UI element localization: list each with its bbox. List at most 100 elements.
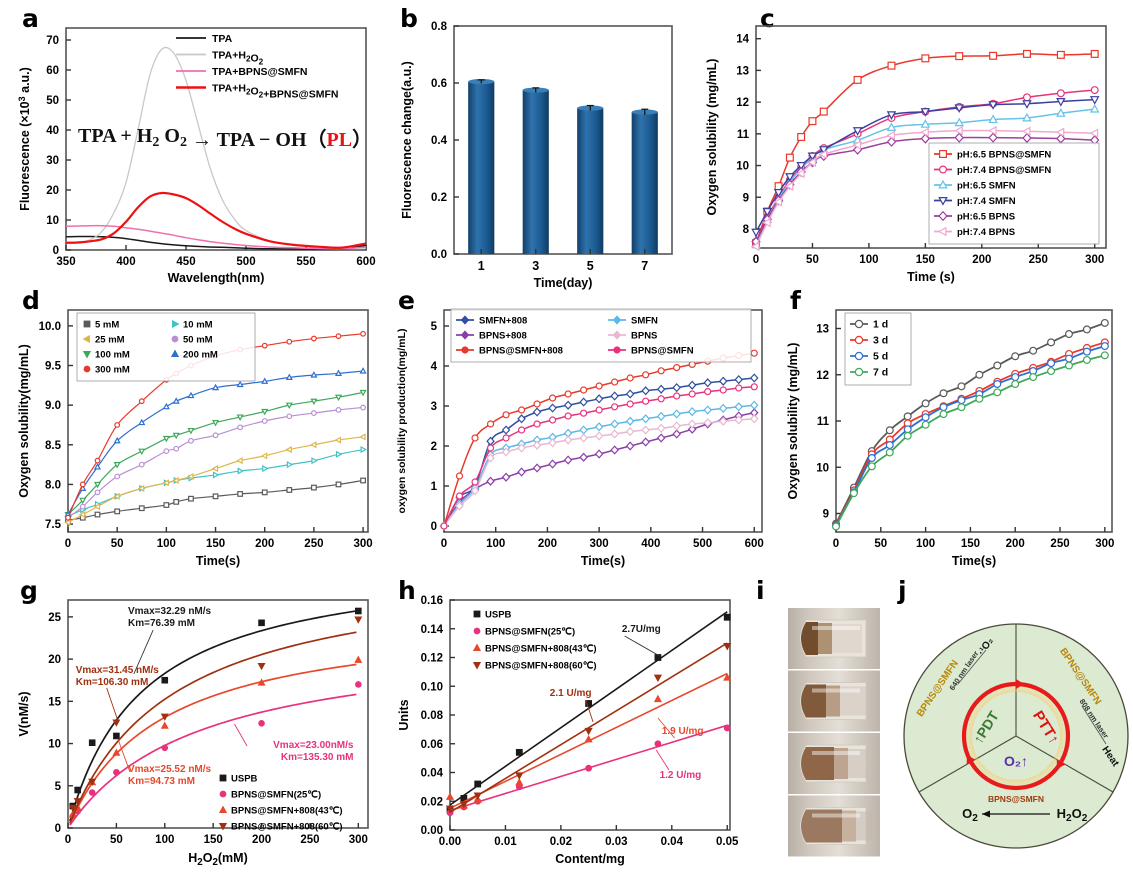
- legend-item[interactable]: 5 mM: [83, 320, 119, 331]
- legend-label: pH:6.5 BPNS@SMFN: [957, 150, 1051, 161]
- legend-item[interactable]: SMFN+808: [456, 315, 527, 327]
- y-tick: 12: [736, 97, 749, 109]
- legend-item[interactable]: 100 mM: [82, 350, 130, 361]
- legend-item[interactable]: BPNS+808: [456, 330, 527, 342]
- data-marker: [641, 414, 650, 424]
- data-marker: [548, 403, 557, 413]
- legend-item[interactable]: pH:7.4 BPNS@SMFN: [934, 165, 1051, 176]
- legend-item[interactable]: 200 mM: [170, 349, 218, 361]
- legend-item[interactable]: USPB: [219, 774, 258, 785]
- x-tick: 600: [745, 538, 764, 550]
- oxygen-product: O2: [962, 806, 978, 824]
- data-marker: [138, 418, 146, 426]
- data-marker: [532, 440, 542, 450]
- data-marker: [445, 805, 455, 813]
- legend-item[interactable]: SMFN: [608, 315, 658, 327]
- data-marker: [1022, 100, 1032, 109]
- panel-label-b: b: [400, 4, 418, 33]
- data-marker: [355, 681, 362, 688]
- data-marker: [610, 429, 619, 439]
- legend-item[interactable]: 3 d: [850, 335, 888, 347]
- data-marker: [687, 424, 697, 434]
- y-tick: 10.0: [39, 321, 61, 333]
- data-marker: [625, 389, 635, 399]
- data-marker: [471, 478, 479, 486]
- data-marker: [138, 448, 146, 456]
- legend-item[interactable]: 25 mM: [82, 335, 125, 346]
- legend-label: BPNS@SMFN: [631, 346, 694, 357]
- data-marker: [65, 514, 71, 521]
- legend-item[interactable]: BPNS@SMFN+808(60℃): [218, 822, 343, 833]
- data-marker: [921, 54, 930, 63]
- legend-item[interactable]: 50 mM: [171, 335, 213, 346]
- data-marker: [993, 379, 1002, 388]
- legend-item[interactable]: BPNS@SMFN(25℃): [473, 627, 575, 638]
- data-marker: [612, 330, 622, 340]
- data-marker: [653, 674, 663, 683]
- series-5 mM: [65, 477, 366, 524]
- bar: [522, 90, 549, 254]
- legend-item[interactable]: BPNS@SMFN(25℃): [219, 790, 321, 801]
- legend-item[interactable]: 7 d: [850, 367, 888, 379]
- ring-arrow: [1056, 759, 1066, 769]
- y-tick: 4: [431, 361, 438, 373]
- series-BPNS@SMFN+808(60℃): [68, 616, 363, 824]
- x-tick-a: 600: [356, 256, 375, 268]
- legend-label: SMFN: [631, 316, 658, 327]
- data-marker: [735, 384, 743, 392]
- data-marker: [88, 778, 97, 786]
- data-marker: [114, 473, 121, 480]
- legend-item[interactable]: BPNS@SMFN+808: [456, 346, 563, 357]
- data-marker: [515, 772, 524, 780]
- legend-item[interactable]: BPNS@SMFN: [608, 346, 694, 357]
- data-marker: [1011, 379, 1020, 388]
- y-tick-b: 0.4: [431, 135, 448, 147]
- data-marker: [286, 487, 293, 493]
- legend-item[interactable]: pH:6.5 BPNS: [934, 210, 1015, 223]
- legend-item[interactable]: 300 mM: [83, 365, 130, 376]
- x-axis-label-g: H2O2(mM): [188, 851, 248, 868]
- data-marker: [445, 792, 455, 800]
- legend-item[interactable]: pH:7.4 BPNS: [934, 226, 1015, 238]
- y-tick: 3: [431, 401, 437, 413]
- data-marker: [1089, 103, 1100, 113]
- data-marker: [236, 457, 243, 465]
- data-marker: [262, 465, 269, 473]
- data-marker: [641, 425, 650, 435]
- data-marker: [762, 217, 771, 228]
- data-marker: [188, 495, 194, 502]
- data-marker: [563, 400, 573, 410]
- data-marker: [113, 768, 120, 776]
- legend-item[interactable]: BPNS: [608, 330, 657, 342]
- legend-item[interactable]: pH:6.5 BPNS@SMFN: [934, 150, 1051, 161]
- legend-item[interactable]: BPNS@SMFN+808(43℃): [218, 805, 343, 817]
- legend-item[interactable]: pH:7.4 SMFN: [934, 196, 1016, 207]
- data-marker: [993, 388, 1002, 397]
- data-marker: [486, 420, 495, 428]
- panel-label-a: a: [22, 4, 39, 33]
- legend-item[interactable]: 10 mM: [172, 320, 213, 331]
- x-tick: 250: [1029, 254, 1048, 266]
- data-marker: [79, 497, 87, 505]
- legend-label-a: TPA+H2O2+BPNS@SMFN: [212, 83, 339, 101]
- tube-photo-4: [788, 795, 880, 857]
- data-marker: [687, 419, 697, 429]
- data-marker: [237, 424, 244, 431]
- data-marker: [749, 373, 759, 383]
- data-marker: [886, 111, 897, 120]
- legend-item[interactable]: BPNS@SMFN+808(60℃): [472, 661, 597, 672]
- legend-item[interactable]: 1 d: [850, 319, 888, 331]
- y-axis-label-h: Units: [397, 699, 411, 730]
- data-marker: [987, 125, 997, 136]
- data-marker: [501, 447, 511, 457]
- data-marker: [517, 406, 526, 414]
- data-marker: [93, 481, 102, 489]
- y-tick: 10: [736, 161, 749, 173]
- legend-item[interactable]: BPNS@SMFN+808(43℃): [472, 643, 597, 655]
- legend-item[interactable]: USPB: [473, 610, 512, 621]
- legend-item[interactable]: 5 d: [850, 351, 888, 363]
- legend-item[interactable]: pH:6.5 SMFN: [934, 179, 1016, 192]
- data-marker: [311, 335, 317, 342]
- y-tick: 14: [736, 34, 749, 46]
- x-tick: 100: [157, 538, 176, 550]
